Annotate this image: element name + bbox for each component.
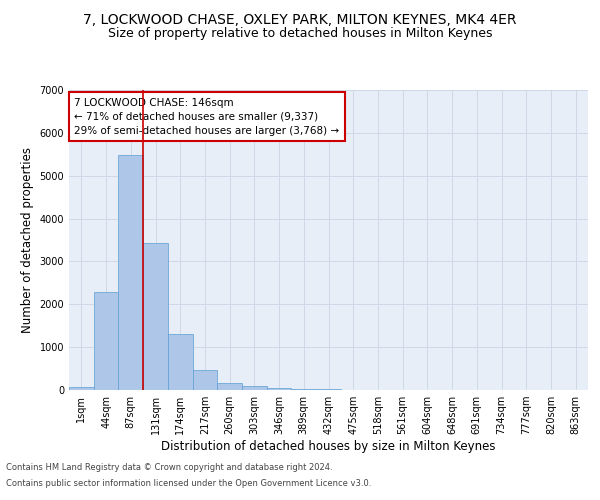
Bar [193, 370, 217, 390]
Bar [168, 334, 193, 390]
X-axis label: Distribution of detached houses by size in Milton Keynes: Distribution of detached houses by size … [161, 440, 496, 453]
Bar [118, 155, 143, 390]
Bar [242, 386, 267, 390]
Y-axis label: Number of detached properties: Number of detached properties [21, 147, 34, 333]
Text: Contains public sector information licensed under the Open Government Licence v3: Contains public sector information licen… [6, 478, 371, 488]
Bar [94, 292, 118, 390]
Text: 7, LOCKWOOD CHASE, OXLEY PARK, MILTON KEYNES, MK4 4ER: 7, LOCKWOOD CHASE, OXLEY PARK, MILTON KE… [83, 12, 517, 26]
Bar [143, 243, 168, 390]
Text: Size of property relative to detached houses in Milton Keynes: Size of property relative to detached ho… [108, 28, 492, 40]
Text: Contains HM Land Registry data © Crown copyright and database right 2024.: Contains HM Land Registry data © Crown c… [6, 464, 332, 472]
Bar [267, 388, 292, 390]
Text: 7 LOCKWOOD CHASE: 146sqm
← 71% of detached houses are smaller (9,337)
29% of sem: 7 LOCKWOOD CHASE: 146sqm ← 71% of detach… [74, 98, 340, 136]
Bar [316, 389, 341, 390]
Bar [292, 388, 316, 390]
Bar [69, 386, 94, 390]
Bar [217, 383, 242, 390]
